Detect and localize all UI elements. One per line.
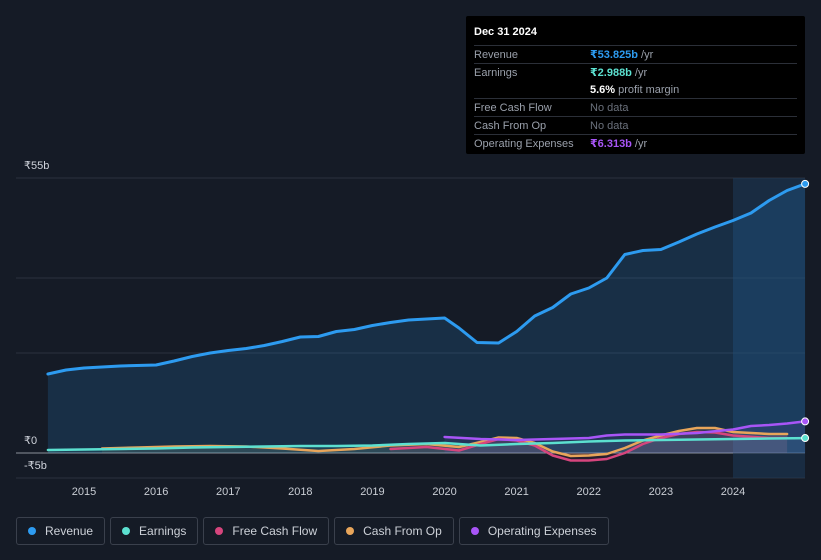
legend-dot-icon (346, 527, 355, 535)
tooltip-unit: profit margin (618, 83, 680, 96)
legend-dot-icon (122, 527, 131, 535)
legend-label: Free Cash Flow (232, 524, 318, 538)
tooltip-label: Earnings (474, 66, 518, 79)
legend-label: Operating Expenses (487, 524, 597, 538)
tooltip-row-cfo: Cash From Op No data (474, 116, 797, 134)
tooltip-date: Dec 31 2024 (474, 26, 537, 38)
tooltip-row-revenue: Revenue ₹53.825b /yr (474, 45, 797, 63)
legend-item-revenue[interactable]: Revenue (16, 517, 106, 545)
end-marker-earnings (801, 434, 810, 443)
end-marker-opex (801, 417, 810, 426)
tooltip-value: No data (590, 119, 629, 132)
legend-item-operating-expenses[interactable]: Operating Expenses (458, 517, 609, 545)
data-tooltip: Dec 31 2024 Revenue ₹53.825b /yr Earning… (466, 16, 805, 154)
tooltip-row-margin: 5.6% profit margin (474, 81, 797, 98)
y-tick-label: ₹55b (24, 160, 49, 172)
tooltip-row-opex: Operating Expenses ₹6.313b /yr (474, 134, 797, 152)
tooltip-label: Cash From Op (474, 119, 547, 132)
x-tick-label: 2015 (72, 486, 96, 498)
tooltip-value: ₹6.313b (590, 138, 632, 150)
x-tick-label: 2022 (577, 486, 601, 498)
x-tick-label: 2020 (432, 486, 456, 498)
legend-dot-icon (215, 527, 224, 535)
series-line-revenue (46, 182, 807, 376)
x-tick-label: 2019 (360, 486, 384, 498)
y-tick-label: -₹5b (24, 460, 47, 472)
x-tick-label: 2023 (649, 486, 673, 498)
x-tick-label: 2016 (144, 486, 168, 498)
chart-legend: Revenue Earnings Free Cash Flow Cash Fro… (16, 517, 609, 545)
tooltip-label: Operating Expenses (474, 137, 574, 150)
tooltip-value: No data (590, 101, 629, 114)
tooltip-unit: /yr (634, 137, 648, 150)
series-area-revenue (47, 183, 806, 453)
x-tick-label: 2021 (504, 486, 528, 498)
legend-item-cash-from-op[interactable]: Cash From Op (334, 517, 454, 545)
series-line-earnings (46, 436, 807, 452)
series-line-opex (443, 420, 807, 442)
legend-item-earnings[interactable]: Earnings (110, 517, 199, 545)
tooltip-label: Free Cash Flow (474, 101, 552, 114)
legend-label: Earnings (139, 524, 187, 538)
legend-dot-icon (28, 527, 36, 535)
y-tick-label: ₹0 (24, 435, 37, 447)
x-tick-label: 2018 (288, 486, 312, 498)
tooltip-label: Revenue (474, 48, 519, 61)
tooltip-value: ₹53.825b (590, 49, 639, 61)
legend-label: Cash From Op (363, 524, 442, 538)
x-tick-label: 2017 (216, 486, 240, 498)
legend-item-free-cash-flow[interactable]: Free Cash Flow (203, 517, 330, 545)
x-tick-label: 2024 (721, 486, 745, 498)
tooltip-row-fcf: Free Cash Flow No data (474, 98, 797, 116)
tooltip-unit: /yr (634, 66, 648, 79)
end-marker-revenue (801, 179, 810, 188)
legend-label: Revenue (45, 524, 94, 538)
tooltip-unit: /yr (641, 48, 654, 61)
tooltip-row-earnings: Earnings ₹2.988b /yr (474, 63, 797, 81)
tooltip-value: 5.6% (590, 83, 616, 96)
tooltip-value: ₹2.988b (590, 67, 632, 79)
legend-dot-icon (470, 527, 479, 535)
